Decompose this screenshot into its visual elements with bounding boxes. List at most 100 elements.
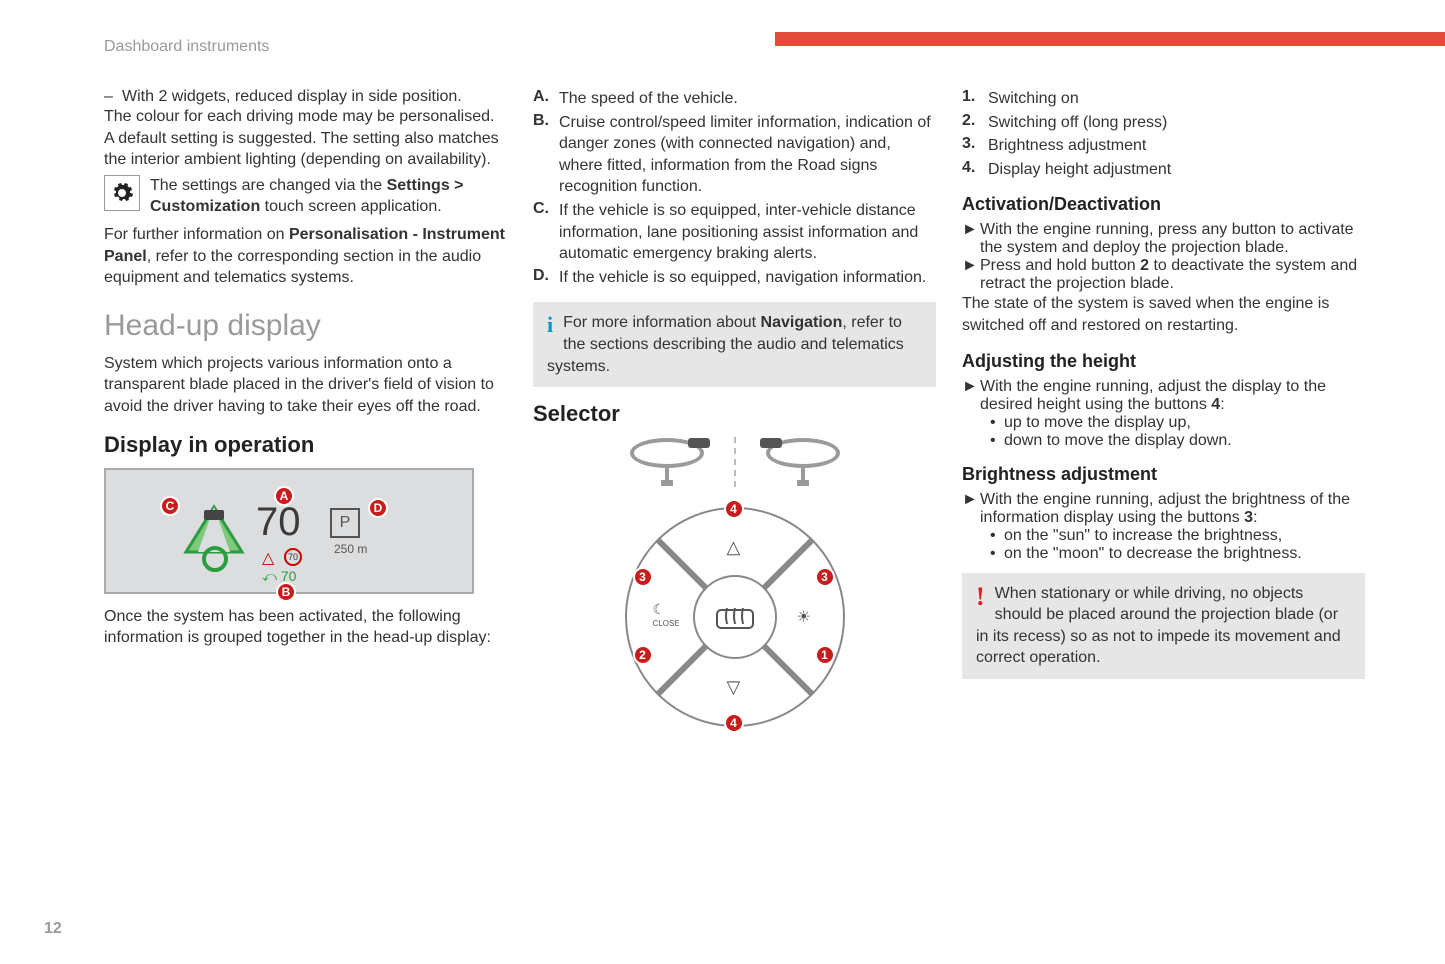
state-saved-text: The state of the system is saved when th…: [962, 293, 1365, 336]
dial-badge-4-top: 4: [724, 499, 744, 519]
triangle-item: ► With the engine running, adjust the di…: [962, 378, 1365, 414]
numbered-list-item: 4.Display height adjustment: [962, 159, 1365, 181]
list-text: Display height adjustment: [988, 159, 1365, 181]
dash-text: With 2 widgets, reduced display in side …: [122, 88, 462, 106]
list-label: C.: [533, 200, 559, 265]
list-text: Switching off (long press): [988, 112, 1365, 134]
dash-marker: –: [104, 88, 122, 106]
column-3: 1.Switching on2.Switching off (long pres…: [962, 88, 1365, 727]
info-icon: i: [547, 310, 553, 340]
list-label: D.: [533, 267, 559, 289]
letter-list-item: D.If the vehicle is so equipped, navigat…: [533, 267, 936, 289]
bullet-item: •up to move the display up,: [990, 414, 1365, 432]
sun-icon: ☀: [797, 607, 811, 627]
bullet-text: down to move the display down.: [1004, 432, 1232, 450]
hud-distance: 250 m: [334, 542, 367, 556]
triangle-up-icon: △: [727, 537, 741, 558]
heading-head-up-display: Head-up display: [104, 309, 507, 343]
gear-text: The settings are changed via the Setting…: [150, 175, 507, 218]
heading-selector: Selector: [533, 401, 936, 427]
after-figure-text: Once the system has been activated, the …: [104, 606, 507, 649]
dial-badge-1: 1: [815, 645, 835, 665]
bullet-item: •on the "sun" to increase the brightness…: [990, 527, 1365, 545]
nav-turn-icon: ⤺ 70: [262, 568, 296, 585]
triangle-marker: ►: [962, 378, 980, 414]
dial-badge-2: 2: [633, 645, 653, 665]
page-number: 12: [44, 920, 62, 938]
list-label: 3.: [962, 135, 988, 157]
selector-figure: △ ▽ ☀ ☾ CLOSE 1 2 3 3 4 4: [533, 437, 936, 727]
hud-figure: 70 P 250 m △ 70 ⤺ 70 A B C D: [104, 468, 474, 594]
speed-limit-sign-icon: 70: [284, 548, 302, 566]
steering-wheel-icon: [202, 546, 228, 572]
callout-badge-d: D: [368, 498, 388, 518]
numbered-list-item: 1.Switching on: [962, 88, 1365, 110]
heading-display-in-operation: Display in operation: [104, 432, 507, 458]
list-text: Switching on: [988, 88, 1365, 110]
triangle-down-icon: ▽: [727, 677, 741, 698]
letter-list-item: A.The speed of the vehicle.: [533, 88, 936, 110]
triangle-marker: ►: [962, 221, 980, 257]
height-bullets: •up to move the display up,•down to move…: [990, 414, 1365, 450]
steering-column-right-icon: [766, 438, 840, 486]
bullet-text: up to move the display up,: [1004, 414, 1191, 432]
list-text: Brightness adjustment: [988, 135, 1365, 157]
accent-bar: [775, 32, 1445, 46]
triangle-marker: ►: [962, 257, 980, 293]
bullet-item: •on the "moon" to decrease the brightnes…: [990, 545, 1365, 563]
selector-dial: △ ▽ ☀ ☾ CLOSE 1 2 3 3 4 4: [625, 507, 845, 727]
bullet-dot: •: [990, 545, 1004, 563]
numbered-list: 1.Switching on2.Switching off (long pres…: [962, 88, 1365, 180]
letter-list: A.The speed of the vehicle.B.Cruise cont…: [533, 88, 936, 288]
heading-brightness: Brightness adjustment: [962, 464, 1365, 485]
hud-speed-value: 70: [256, 500, 301, 545]
list-text: If the vehicle is so equipped, inter-veh…: [559, 200, 936, 265]
column-2: A.The speed of the vehicle.B.Cruise cont…: [533, 88, 936, 727]
para-color-mode: The colour for each driving mode may be …: [104, 106, 507, 171]
gear-icon: [104, 175, 140, 211]
bullet-dot: •: [990, 432, 1004, 450]
numbered-list-item: 2.Switching off (long press): [962, 112, 1365, 134]
heading-activation: Activation/Deactivation: [962, 194, 1365, 215]
triangle-item: ► Press and hold button 2 to deactivate …: [962, 257, 1365, 293]
bullet-dot: •: [990, 414, 1004, 432]
callout-badge-c: C: [160, 496, 180, 516]
column-1: – With 2 widgets, reduced display in sid…: [104, 88, 507, 727]
dial-badge-4-bottom: 4: [724, 713, 744, 733]
hud-description: System which projects various informatio…: [104, 353, 507, 418]
list-label: 1.: [962, 88, 988, 110]
section-label: Dashboard instruments: [104, 38, 269, 55]
list-text: If the vehicle is so equipped, navigatio…: [559, 267, 936, 289]
separator-line: [734, 437, 736, 487]
bullet-text: on the "moon" to decrease the brightness…: [1004, 545, 1302, 563]
moon-icon: ☾: [653, 601, 666, 618]
letter-list-item: C.If the vehicle is so equipped, inter-v…: [533, 200, 936, 265]
list-text: Cruise control/speed limiter information…: [559, 112, 936, 198]
callout-badge-a: A: [274, 486, 294, 506]
steering-column-left-icon: [630, 438, 704, 486]
para-further-info: For further information on Personalisati…: [104, 224, 507, 289]
triangle-item: ► With the engine running, press any but…: [962, 221, 1365, 257]
letter-list-item: B.Cruise control/speed limiter informati…: [533, 112, 936, 198]
list-label: 4.: [962, 159, 988, 181]
list-label: A.: [533, 88, 559, 110]
list-label: 2.: [962, 112, 988, 134]
list-label: B.: [533, 112, 559, 198]
triangle-item: ► With the engine running, adjust the br…: [962, 491, 1365, 527]
heading-adjusting-height: Adjusting the height: [962, 351, 1365, 372]
triangle-marker: ►: [962, 491, 980, 527]
dash-list-item: – With 2 widgets, reduced display in sid…: [104, 88, 507, 106]
warning-callout: ! When stationary or while driving, no o…: [962, 573, 1365, 679]
bullet-text: on the "sun" to increase the brightness,: [1004, 527, 1282, 545]
warning-triangle-icon: △: [262, 548, 274, 568]
dial-badge-3-right: 3: [815, 567, 835, 587]
bullet-item: •down to move the display down.: [990, 432, 1365, 450]
info-callout: i For more information about Navigation,…: [533, 302, 936, 387]
callout-badge-b: B: [276, 582, 296, 602]
hud-sign-icon: P: [330, 508, 360, 538]
defrost-icon: [715, 604, 755, 630]
numbered-list-item: 3.Brightness adjustment: [962, 135, 1365, 157]
bullet-dot: •: [990, 527, 1004, 545]
dial-badge-3-left: 3: [633, 567, 653, 587]
list-text: The speed of the vehicle.: [559, 88, 936, 110]
